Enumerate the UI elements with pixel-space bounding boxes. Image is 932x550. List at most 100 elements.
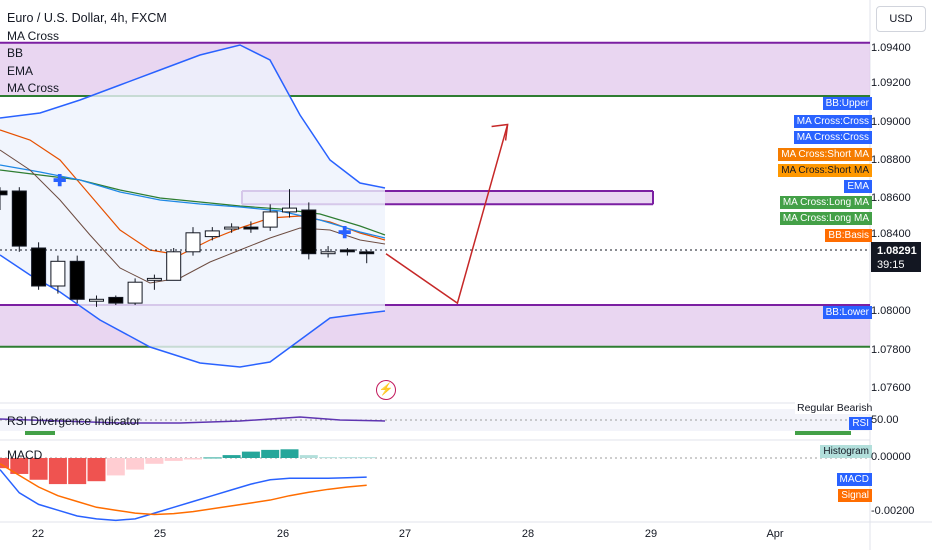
histogram-bar <box>145 458 164 464</box>
candle-body <box>320 251 336 255</box>
legend-ma-cross-2[interactable]: MA Cross <box>7 81 60 95</box>
series-tag: RSI <box>849 417 872 430</box>
time-axis-label: 22 <box>31 528 45 540</box>
regular-bearish-label: Regular Bearish <box>795 402 875 414</box>
lightning-icon[interactable]: ⚡ <box>376 380 396 400</box>
histogram-bar <box>48 458 67 485</box>
symbol-title[interactable]: Euro / U.S. Dollar, 4h, FXCM <box>7 11 167 25</box>
time-axis-label: 28 <box>521 528 535 540</box>
projection-arrowhead <box>491 123 509 141</box>
macd-line <box>0 469 367 522</box>
histogram-bar <box>0 458 9 469</box>
candle-body <box>243 226 259 230</box>
ma-long-line <box>0 169 386 236</box>
bb-lower-line <box>0 254 386 368</box>
candle-body <box>89 298 104 302</box>
histogram-bar <box>29 458 48 480</box>
series-tag: MACD <box>836 473 872 486</box>
rsi-pane-label[interactable]: RSI Divergence Indicator <box>7 414 141 428</box>
rsi-divergence-bar <box>25 431 55 435</box>
series-tag: MA Cross:Long MA <box>779 196 872 209</box>
candle-body <box>204 230 220 238</box>
candle-body <box>224 226 240 230</box>
histogram-bar <box>280 449 299 458</box>
series-tag: BB:Lower <box>822 306 872 319</box>
candle-body <box>127 281 143 304</box>
signal-line <box>0 463 367 516</box>
macd-pane-label[interactable]: MACD <box>7 448 43 462</box>
candle-body <box>146 277 162 281</box>
current-price: 1.08291 <box>877 245 917 257</box>
series-tag: MA Cross:Cross <box>793 115 872 128</box>
candle-body <box>0 190 8 196</box>
ema-line <box>0 164 386 239</box>
price-axis-label: 1.08400 <box>871 228 911 240</box>
histogram-bar <box>10 458 29 474</box>
histogram-bar <box>68 458 87 485</box>
price-axis-label: 1.07600 <box>871 382 911 394</box>
series-tag: EMA <box>844 180 872 193</box>
candle-body <box>185 232 201 253</box>
histogram-bar <box>241 451 260 458</box>
histogram-bar <box>164 458 183 461</box>
candle-body <box>50 260 66 287</box>
time-axis-label: Apr <box>766 528 784 540</box>
time-axis-label: 25 <box>153 528 167 540</box>
bb-upper-line <box>0 44 386 189</box>
price-axis-label: 1.08000 <box>871 305 911 317</box>
ma-cross-marker: ✚ <box>338 225 351 242</box>
candle-body <box>31 247 47 287</box>
legend-ma-cross-1[interactable]: MA Cross <box>7 28 60 43</box>
candle-body <box>282 207 297 213</box>
time-axis-label: 27 <box>398 528 412 540</box>
candle-body <box>339 249 355 253</box>
histogram-bar <box>319 457 338 459</box>
candle-body <box>166 251 182 281</box>
macd-axis-label: 0.00000 <box>871 451 911 463</box>
candle-body <box>11 190 27 247</box>
macd-axis-label: -0.00200 <box>871 505 915 517</box>
series-tag: MA Cross:Long MA <box>779 212 872 225</box>
histogram-bar <box>184 458 202 460</box>
series-tag: MA Cross:Short MA <box>778 148 872 161</box>
time-axis-label: 26 <box>276 528 290 540</box>
series-tag: Histogram <box>820 445 872 458</box>
candle-body <box>108 296 124 304</box>
rsi-line <box>0 416 386 424</box>
legend-ema[interactable]: EMA <box>7 63 34 78</box>
price-axis-label: 1.07800 <box>871 344 911 356</box>
histogram-bar <box>261 449 280 458</box>
price-axis-label: 1.08800 <box>871 154 911 166</box>
price-axis-label: 1.09000 <box>871 116 911 128</box>
histogram-bar <box>222 455 241 458</box>
price-axis-label: 1.09400 <box>871 42 911 54</box>
candle-body <box>359 251 375 255</box>
price-axis-label: 1.08600 <box>871 192 911 204</box>
candle-body <box>262 211 278 228</box>
histogram-bar <box>338 457 357 459</box>
bb-fill <box>0 45 385 367</box>
histogram-bar <box>299 455 318 458</box>
series-tag: Signal <box>838 489 872 502</box>
rsi-axis-label: 50.00 <box>871 414 899 426</box>
time-axis-label: 29 <box>644 528 658 540</box>
series-tag: BB:Basis <box>825 229 872 242</box>
bar-countdown: 39:15 <box>877 259 905 271</box>
current-price-label: 1.08291 39:15 <box>871 242 921 272</box>
ma-cross-marker: ✚ <box>53 173 66 190</box>
rsi-divergence-bar <box>795 431 851 435</box>
series-tag: BB:Upper <box>822 97 872 110</box>
currency-button[interactable]: USD <box>876 6 926 32</box>
legend-bb[interactable]: BB <box>7 46 24 60</box>
projection-path <box>385 124 509 305</box>
price-axis-label: 1.09200 <box>871 77 911 89</box>
bb-basis-line <box>0 149 386 284</box>
chart-legend: Euro / U.S. Dollar, 4h, FXCM MA Cross BB… <box>7 10 167 98</box>
candle-body <box>69 260 85 300</box>
candle-body <box>301 209 317 255</box>
series-tag: MA Cross:Short MA <box>778 164 872 177</box>
histogram-bar <box>357 457 376 459</box>
series-tag: MA Cross:Cross <box>793 131 872 144</box>
histogram-bar <box>106 458 125 476</box>
